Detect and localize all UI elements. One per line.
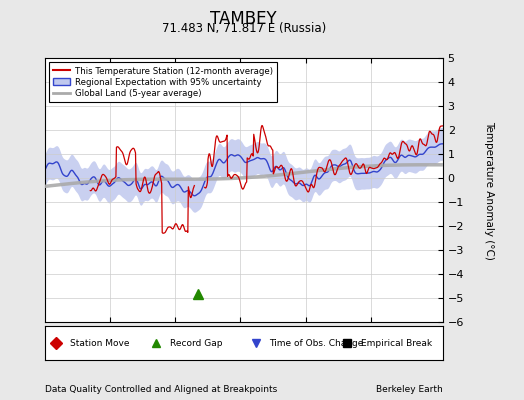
Text: Station Move: Station Move — [70, 338, 130, 348]
Legend: This Temperature Station (12-month average), Regional Expectation with 95% uncer: This Temperature Station (12-month avera… — [49, 62, 277, 102]
Text: Record Gap: Record Gap — [170, 338, 223, 348]
Text: Berkeley Earth: Berkeley Earth — [376, 385, 443, 394]
Y-axis label: Temperature Anomaly (°C): Temperature Anomaly (°C) — [484, 120, 494, 260]
Text: Data Quality Controlled and Aligned at Breakpoints: Data Quality Controlled and Aligned at B… — [45, 385, 277, 394]
Text: 71.483 N, 71.817 E (Russia): 71.483 N, 71.817 E (Russia) — [161, 22, 326, 35]
Text: TAMBEY: TAMBEY — [210, 10, 277, 28]
Text: Empirical Break: Empirical Break — [361, 338, 432, 348]
Text: Time of Obs. Change: Time of Obs. Change — [269, 338, 364, 348]
